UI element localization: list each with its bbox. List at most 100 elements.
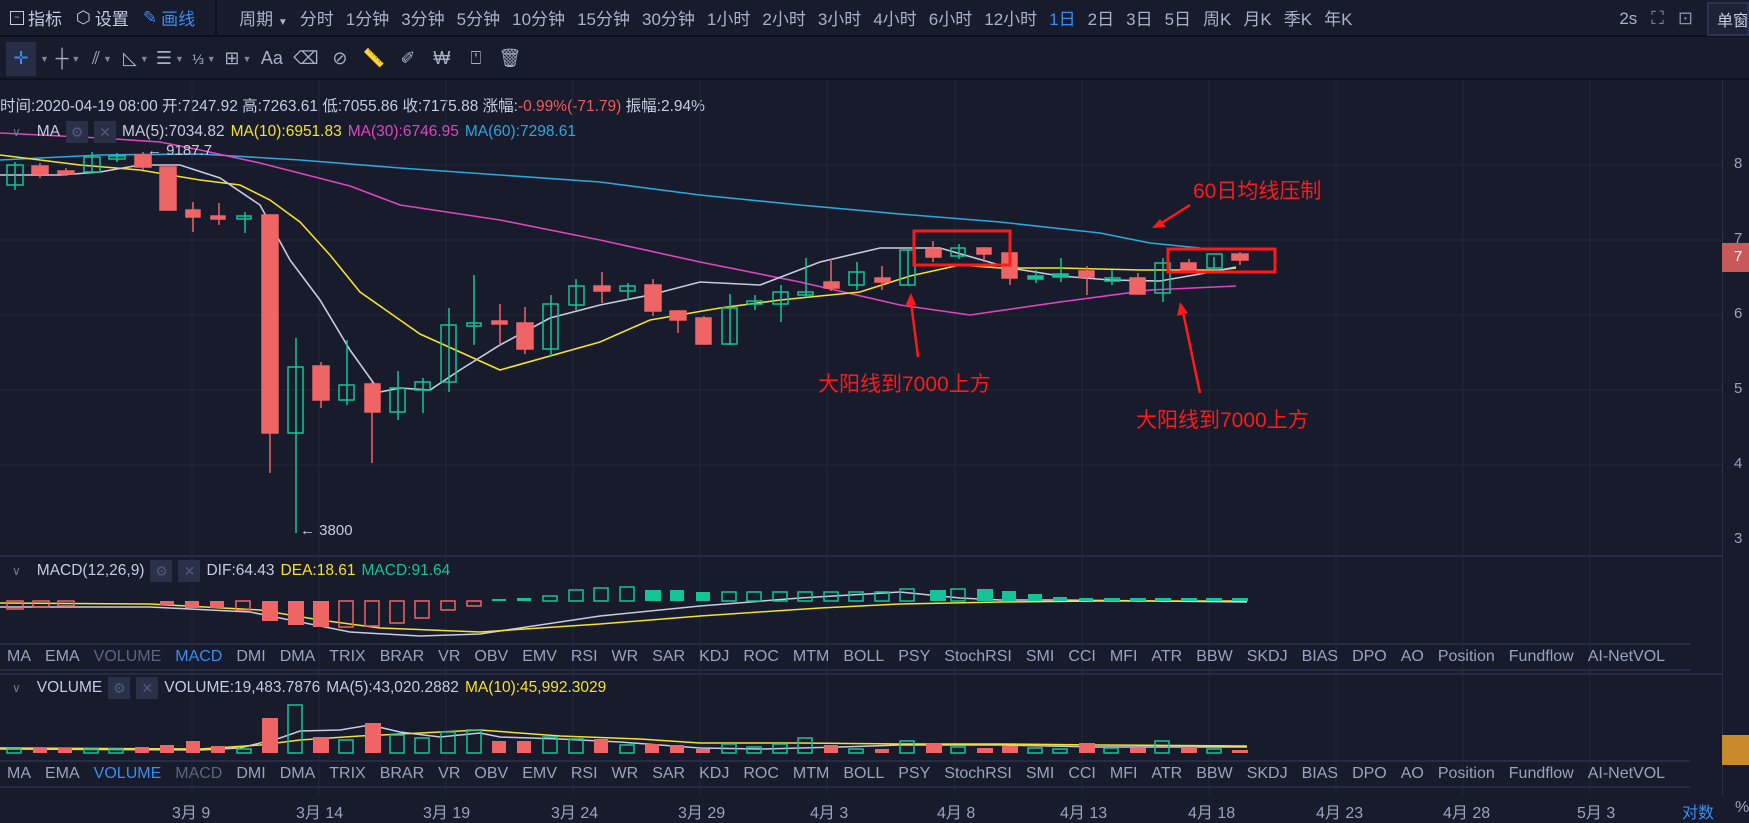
ma-close-button[interactable]: ✕ (94, 121, 117, 143)
period-4[interactable]: 10分钟 (512, 10, 566, 29)
period-7[interactable]: 1小时 (706, 10, 751, 29)
fibonacci-tool[interactable]: ⅓ ▼ (189, 42, 219, 76)
period-15[interactable]: 3日 (1126, 10, 1153, 29)
tab-RSI[interactable]: RSI (570, 765, 598, 782)
brush-tool[interactable]: ⊘ (325, 42, 355, 76)
period-12[interactable]: 12小时 (984, 10, 1038, 29)
tab-MFI[interactable]: MFI (1109, 648, 1138, 665)
horizontal-line-tool[interactable]: ┼ ▼ (53, 42, 83, 76)
tab-TRIX[interactable]: TRIX (329, 765, 366, 782)
tab-EMA[interactable]: EMA (45, 765, 80, 782)
trend-line-tool[interactable]: ⫽ ▼ (87, 42, 117, 76)
fullscreen-icon[interactable]: ⛶ (1651, 8, 1664, 28)
tab-OBV[interactable]: OBV (474, 648, 509, 665)
tab-OBV[interactable]: OBV (474, 765, 509, 782)
tab-BIAS[interactable]: BIAS (1301, 648, 1339, 665)
indicator-button[interactable]: ~ 指标 (10, 5, 62, 30)
tab-SMI[interactable]: SMI (1025, 765, 1055, 782)
period-10[interactable]: 4小时 (873, 10, 917, 29)
tab-ROC[interactable]: ROC (743, 765, 779, 782)
tab-CCI[interactable]: CCI (1068, 765, 1096, 782)
lock-tool[interactable]: ⍞ (461, 42, 491, 76)
settings-button[interactable]: ⬡ 设置 (76, 5, 129, 30)
tab-ROC[interactable]: ROC (743, 648, 779, 665)
tab-WR[interactable]: WR (611, 648, 639, 665)
trash-tool[interactable]: 🗑 (495, 42, 525, 76)
tab-BRAR[interactable]: BRAR (379, 648, 425, 665)
tab-Position[interactable]: Position (1437, 765, 1495, 782)
tab-StochRSI[interactable]: StochRSI (944, 648, 1012, 665)
text-tool[interactable]: Aa (257, 42, 287, 76)
volume-close-button[interactable]: ✕ (136, 677, 159, 699)
tab-DMI[interactable]: DMI (236, 648, 266, 665)
period-1[interactable]: 1分钟 (345, 10, 390, 29)
volume-settings-button[interactable]: ⚙ (108, 677, 131, 699)
eraser-tool[interactable]: ⌫ (291, 42, 321, 76)
chevron-down-icon[interactable]: ▼ (40, 53, 49, 64)
period-16[interactable]: 5日 (1164, 10, 1192, 29)
tab-AO[interactable]: AO (1400, 765, 1424, 782)
tab-ATR[interactable]: ATR (1151, 648, 1183, 665)
y-axis[interactable] (1722, 80, 1723, 795)
tab-VR[interactable]: VR (438, 648, 461, 665)
tab-BOLL[interactable]: BOLL (843, 648, 885, 665)
period-19[interactable]: 季K (1283, 10, 1313, 29)
x-axis[interactable]: 3月 9 3月 14 3月 19 3月 24 3月 29 4月 3 4月 8 4… (0, 795, 1749, 823)
log-scale-toggle[interactable]: 对数 (1682, 805, 1715, 822)
window-icon[interactable]: ⊡ (1677, 8, 1693, 28)
single-window-button[interactable]: 单窗 (1707, 1, 1749, 36)
pattern-tool[interactable]: ₩ (427, 42, 457, 76)
tab-MA[interactable]: MA (7, 648, 31, 665)
period-13[interactable]: 1日 (1049, 10, 1076, 29)
collapse-icon[interactable]: ∨ (12, 125, 21, 139)
period-11[interactable]: 6小时 (928, 10, 973, 29)
period-dropdown[interactable]: 周期 ▼ (239, 5, 288, 30)
tab-EMV[interactable]: EMV (522, 765, 557, 782)
period-5[interactable]: 15分钟 (577, 10, 630, 29)
period-2[interactable]: 3分钟 (401, 10, 445, 29)
macd-settings-button[interactable]: ⚙ (150, 560, 173, 582)
tab-EMV[interactable]: EMV (522, 648, 557, 665)
period-3[interactable]: 5分钟 (456, 10, 501, 29)
collapse-icon[interactable]: ∨ (12, 564, 21, 578)
tab-SMI[interactable]: SMI (1025, 648, 1055, 665)
period-18[interactable]: 月K (1243, 10, 1272, 29)
tab-VOLUME[interactable]: VOLUME (93, 765, 162, 782)
period-17[interactable]: 周K (1203, 10, 1232, 29)
measure-tool[interactable]: ⊞ ▼ (223, 42, 253, 76)
percent-scale-toggle[interactable]: % (1735, 799, 1749, 816)
tab-DMI[interactable]: DMI (236, 765, 266, 782)
tab-BBW[interactable]: BBW (1196, 648, 1233, 665)
tab-PSY[interactable]: PSY (898, 765, 931, 782)
tab-BIAS[interactable]: BIAS (1301, 765, 1339, 782)
tab-KDJ[interactable]: KDJ (699, 765, 730, 782)
tab-AI-NetVOL[interactable]: AI-NetVOL (1587, 648, 1666, 665)
period-6[interactable]: 30分钟 (641, 10, 695, 29)
pencil-tool[interactable]: ✐ (393, 42, 423, 76)
tab-PSY[interactable]: PSY (898, 648, 931, 665)
period-8[interactable]: 2小时 (762, 10, 806, 29)
tab-RSI[interactable]: RSI (570, 648, 598, 665)
tab-MTM[interactable]: MTM (792, 648, 830, 665)
ruler-tool[interactable]: 📏 (359, 42, 389, 76)
tab-BBW[interactable]: BBW (1196, 765, 1233, 782)
tab-MFI[interactable]: MFI (1109, 765, 1138, 782)
tab-StochRSI[interactable]: StochRSI (944, 765, 1012, 782)
collapse-icon[interactable]: ∨ (12, 681, 21, 695)
tab-SKDJ[interactable]: SKDJ (1246, 648, 1288, 665)
tab-EMA[interactable]: EMA (45, 648, 80, 665)
ma-settings-button[interactable]: ⚙ (66, 121, 89, 143)
tab-VOLUME[interactable]: VOLUME (93, 648, 162, 665)
draw-button[interactable]: ✎ 画线 (143, 5, 195, 30)
tab-MA[interactable]: MA (7, 765, 31, 782)
tab-WR[interactable]: WR (611, 765, 639, 782)
tab-Position[interactable]: Position (1437, 648, 1495, 665)
period-0[interactable]: 分时 (299, 10, 334, 29)
period-20[interactable]: 年K (1324, 10, 1353, 29)
crosshair-tool[interactable]: ✛ (6, 41, 36, 76)
tab-DPO[interactable]: DPO (1352, 648, 1387, 665)
tab-MTM[interactable]: MTM (792, 765, 830, 782)
tab-MACD[interactable]: MACD (175, 648, 223, 665)
tab-DMA[interactable]: DMA (279, 765, 316, 782)
